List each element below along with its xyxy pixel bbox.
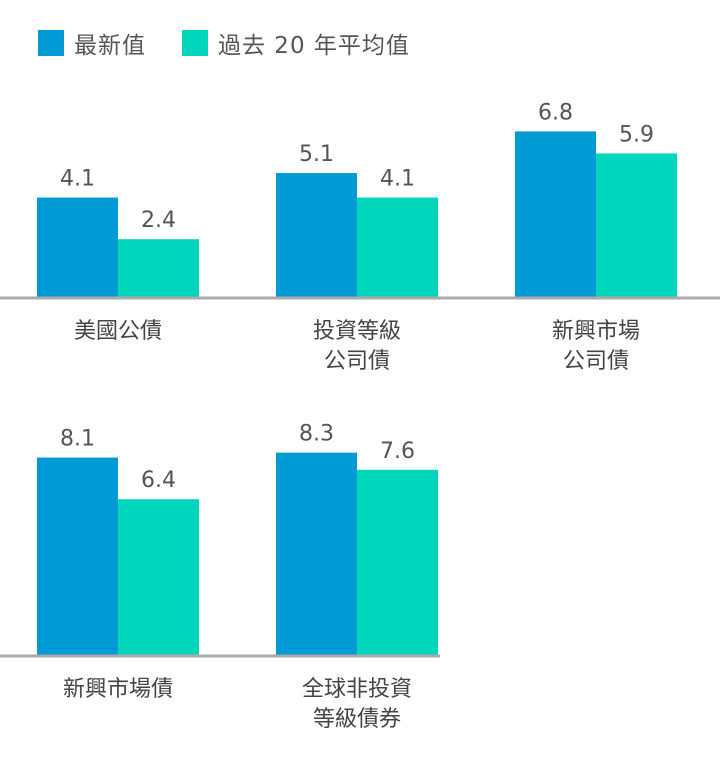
data-label: 6.8 bbox=[538, 100, 573, 125]
bar bbox=[37, 197, 118, 298]
legend-item-latest: 最新值 bbox=[38, 26, 146, 60]
bar bbox=[357, 197, 438, 298]
category-label: 美國公債 bbox=[74, 319, 162, 344]
category-label: 投資等級 bbox=[313, 319, 401, 344]
data-label: 7.6 bbox=[380, 439, 415, 464]
data-label: 5.9 bbox=[619, 122, 654, 147]
category-label: 全球非投資 bbox=[302, 677, 412, 702]
legend-item-average: 過去 20 年平均值 bbox=[182, 26, 410, 60]
data-label: 4.1 bbox=[380, 167, 415, 192]
data-label: 6.4 bbox=[141, 468, 176, 493]
legend-label-average: 過去 20 年平均值 bbox=[218, 33, 410, 59]
bar bbox=[596, 153, 677, 298]
data-label: 2.4 bbox=[141, 208, 176, 233]
category-label: 等級債券 bbox=[313, 707, 401, 732]
category-label: 新興市場債 bbox=[63, 677, 173, 702]
data-label: 8.1 bbox=[60, 427, 95, 452]
category-label: 公司債 bbox=[324, 349, 390, 374]
chart-legend: 最新值 過去 20 年平均值 bbox=[38, 26, 446, 60]
bar bbox=[37, 457, 118, 656]
legend-swatch-latest bbox=[38, 30, 64, 56]
bar bbox=[276, 452, 357, 656]
bar bbox=[276, 173, 357, 298]
bar bbox=[357, 469, 438, 656]
category-label: 新興市場 bbox=[552, 319, 640, 344]
data-label: 8.3 bbox=[299, 422, 334, 447]
bar bbox=[515, 131, 596, 298]
data-label: 5.1 bbox=[299, 142, 334, 167]
bar bbox=[118, 499, 199, 656]
bar bbox=[118, 239, 199, 298]
legend-label-latest: 最新值 bbox=[74, 33, 146, 59]
category-label: 公司債 bbox=[563, 349, 629, 374]
data-label: 4.1 bbox=[60, 167, 95, 192]
legend-swatch-average bbox=[182, 30, 208, 56]
